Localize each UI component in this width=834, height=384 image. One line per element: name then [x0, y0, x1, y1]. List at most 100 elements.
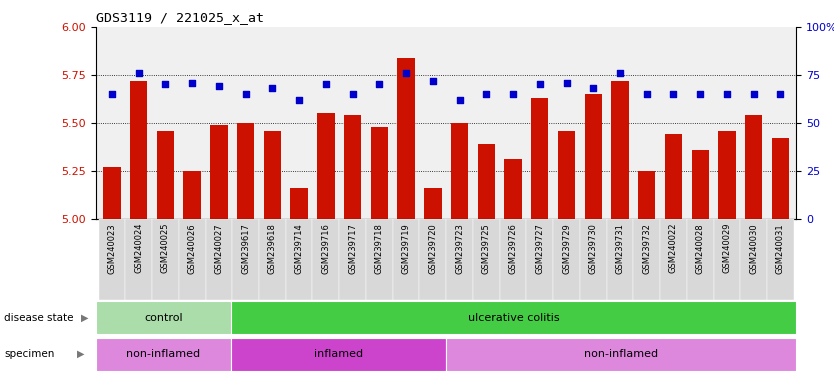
Text: GSM240028: GSM240028 [696, 223, 705, 273]
Text: GSM239719: GSM239719 [402, 223, 410, 274]
Text: GSM239726: GSM239726 [509, 223, 518, 274]
Bar [691, 150, 709, 219]
Text: GSM240024: GSM240024 [134, 223, 143, 273]
Text: GSM240026: GSM240026 [188, 223, 197, 273]
Bar [130, 81, 148, 219]
Point [586, 85, 600, 91]
Bar [237, 123, 254, 219]
Bar [500, 219, 526, 300]
Bar [98, 219, 125, 300]
Bar [103, 167, 121, 219]
Bar [558, 131, 575, 219]
Bar [714, 219, 741, 300]
Point [399, 70, 413, 76]
Point [560, 79, 573, 86]
Bar [205, 219, 233, 300]
Point [533, 81, 546, 88]
Bar [152, 219, 178, 300]
Text: GSM239732: GSM239732 [642, 223, 651, 274]
Bar [231, 338, 446, 371]
Point [667, 91, 681, 97]
Text: GSM240029: GSM240029 [722, 223, 731, 273]
Bar [370, 127, 388, 219]
Text: GSM239727: GSM239727 [535, 223, 545, 274]
Text: GDS3119 / 221025_x_at: GDS3119 / 221025_x_at [96, 11, 264, 24]
Text: GSM239714: GSM239714 [294, 223, 304, 274]
Text: ▶: ▶ [78, 349, 84, 359]
Bar [339, 219, 366, 300]
Text: GSM239618: GSM239618 [268, 223, 277, 274]
Bar [317, 113, 334, 219]
Bar [585, 94, 602, 219]
Point [266, 85, 279, 91]
Bar [771, 138, 789, 219]
Bar [526, 219, 553, 300]
Bar [741, 219, 767, 300]
Text: GSM239716: GSM239716 [321, 223, 330, 274]
Bar [451, 123, 468, 219]
Text: control: control [144, 313, 183, 323]
Text: non-inflamed: non-inflamed [126, 349, 200, 359]
Bar [96, 301, 231, 334]
Point [506, 91, 520, 97]
Point [613, 70, 626, 76]
Text: GSM240031: GSM240031 [776, 223, 785, 273]
Point [293, 97, 306, 103]
Bar [210, 125, 228, 219]
Text: GSM240025: GSM240025 [161, 223, 170, 273]
Bar [606, 219, 633, 300]
Bar [687, 219, 714, 300]
Bar [286, 219, 313, 300]
Bar [393, 219, 420, 300]
Text: specimen: specimen [4, 349, 54, 359]
Bar [478, 144, 495, 219]
Bar [420, 219, 446, 300]
Point [694, 91, 707, 97]
Bar [446, 219, 473, 300]
Point [747, 91, 761, 97]
Point [105, 91, 118, 97]
Text: non-inflamed: non-inflamed [585, 349, 658, 359]
Bar [745, 115, 762, 219]
Bar [366, 219, 393, 300]
Bar [290, 188, 308, 219]
Bar [125, 219, 152, 300]
Point [212, 83, 225, 89]
Bar [157, 131, 174, 219]
Bar [660, 219, 687, 300]
Text: disease state: disease state [4, 313, 73, 323]
Bar [397, 58, 414, 219]
Point [426, 78, 440, 84]
Text: ▶: ▶ [82, 313, 88, 323]
Point [185, 79, 198, 86]
Bar [633, 219, 660, 300]
Bar [96, 338, 231, 371]
Bar [233, 219, 259, 300]
Text: GSM240022: GSM240022 [669, 223, 678, 273]
Bar [231, 301, 796, 334]
Point [480, 91, 493, 97]
Point [239, 91, 253, 97]
Text: GSM240027: GSM240027 [214, 223, 224, 273]
Bar [611, 81, 629, 219]
Text: GSM239731: GSM239731 [615, 223, 625, 274]
Point [373, 81, 386, 88]
Bar [178, 219, 205, 300]
Point [346, 91, 359, 97]
Point [158, 81, 172, 88]
Bar [446, 338, 796, 371]
Bar [344, 115, 361, 219]
Text: GSM239725: GSM239725 [482, 223, 490, 274]
Text: GSM239717: GSM239717 [348, 223, 357, 274]
Bar [531, 98, 549, 219]
Bar [580, 219, 606, 300]
Bar [183, 171, 201, 219]
Bar [638, 171, 656, 219]
Bar [505, 159, 522, 219]
Point [319, 81, 333, 88]
Text: GSM239617: GSM239617 [241, 223, 250, 274]
Text: GSM239730: GSM239730 [589, 223, 598, 274]
Text: GSM239723: GSM239723 [455, 223, 464, 274]
Bar [259, 219, 286, 300]
Text: GSM239718: GSM239718 [374, 223, 384, 274]
